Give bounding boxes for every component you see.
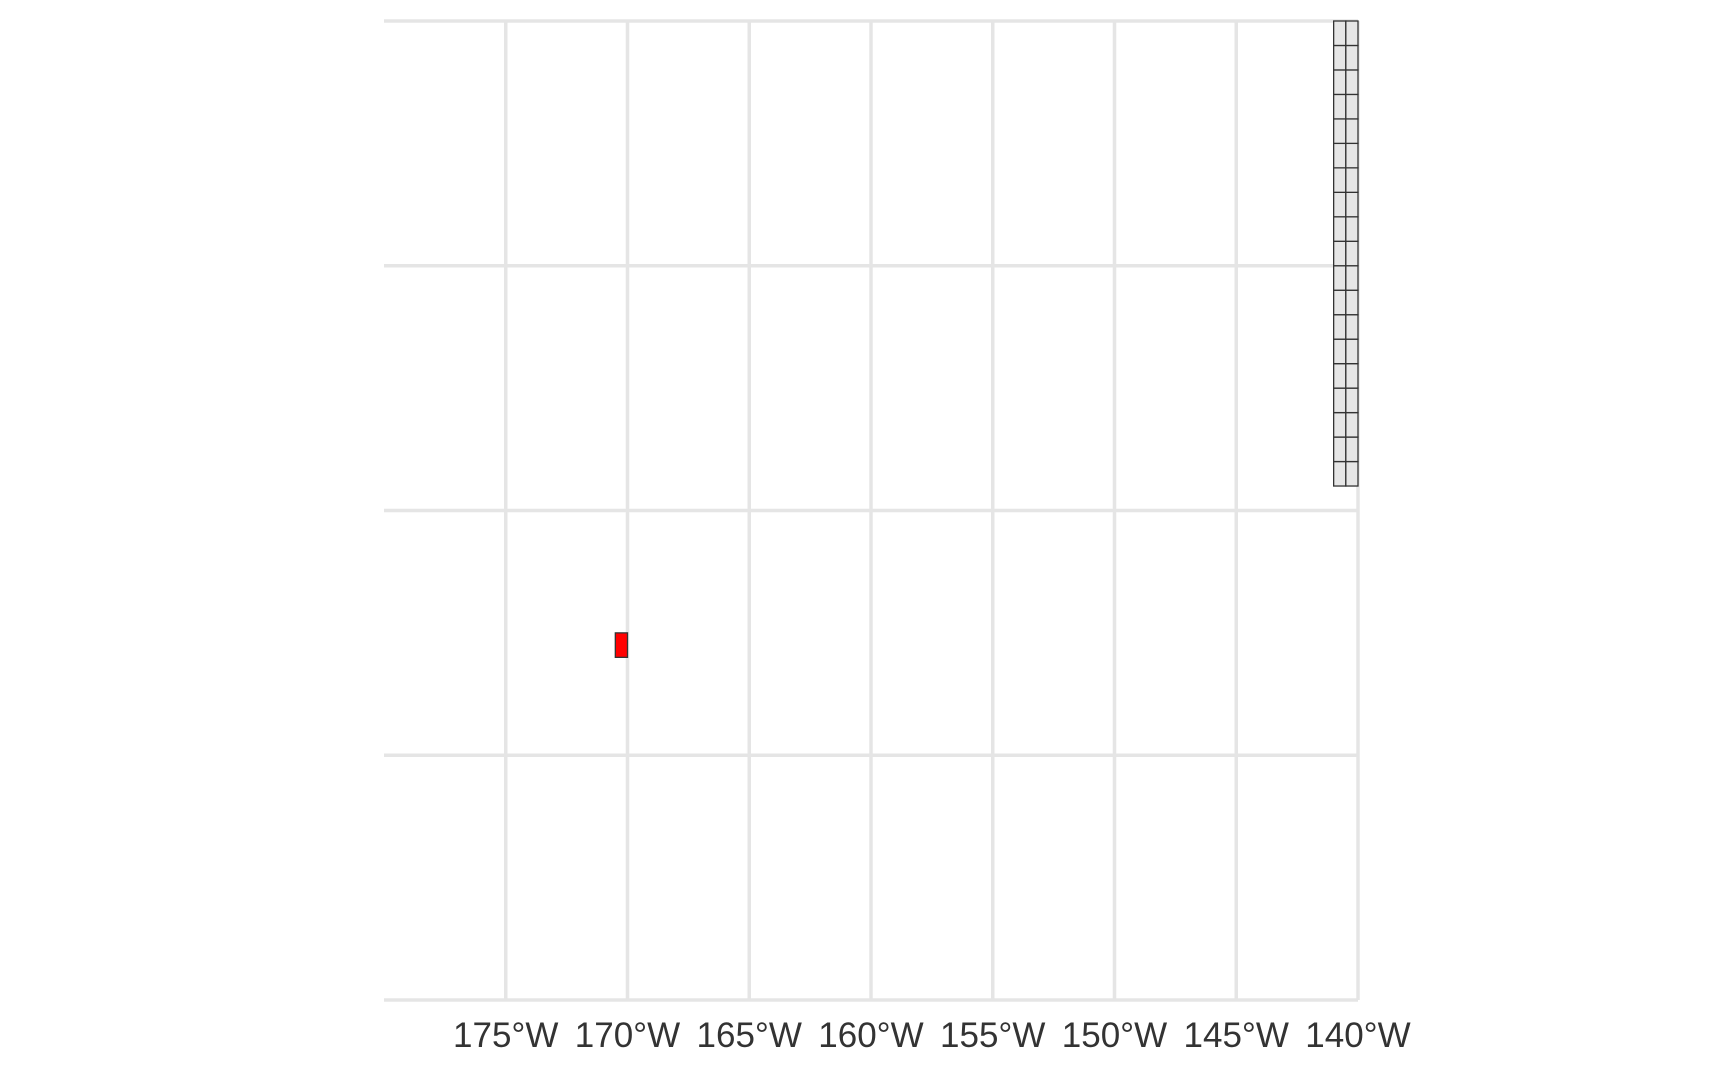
land-cell [1345,93,1359,120]
land-cell [1345,191,1359,218]
land-cell [1333,314,1347,340]
gridlines [384,19,1360,1002]
land-cell [1345,265,1359,291]
land-cell [1333,44,1347,71]
x-tick-label: 165°W [697,1016,802,1055]
land-cell [1345,338,1359,365]
land-cell [1345,69,1359,96]
land-cell [1345,142,1359,169]
land-cell [1345,216,1359,242]
land-cell [1333,362,1347,389]
land-cell [1333,338,1347,365]
land-cell [1333,240,1347,267]
land-cell [1345,44,1359,71]
land-cell [1333,142,1347,169]
land-grid-block [1333,20,1359,487]
land-cell [1333,436,1347,463]
x-tick-label: 145°W [1184,1016,1289,1055]
x-tick-label: 140°W [1305,1016,1410,1055]
land-cell [1333,118,1347,145]
x-tick-label: 175°W [453,1016,558,1055]
land-cell [1345,289,1359,316]
x-axis-tick-labels: 175°W 170°W 165°W 160°W 155°W 150°W 145°W 140°W [453,1016,1411,1055]
land-cell [1333,265,1347,291]
x-tick-label: 160°W [818,1016,923,1055]
land-cell [1345,167,1359,193]
land-cell [1345,118,1359,145]
land-cell [1345,460,1359,487]
land-cell [1333,460,1347,487]
land-cell [1345,411,1359,438]
land-cell [1345,436,1359,463]
highlighted-cell-group [614,632,629,659]
land-cell [1345,387,1359,414]
land-cell [1333,191,1347,218]
land-cell [1333,20,1347,47]
land-cell [1345,20,1359,47]
x-tick-label: 170°W [575,1016,680,1055]
land-cell [1333,69,1347,96]
land-cell [1345,362,1359,389]
land-cell [1333,289,1347,316]
land-cell [1333,216,1347,242]
x-tick-label: 150°W [1062,1016,1167,1055]
land-cell [1333,93,1347,120]
land-cell [1345,240,1359,267]
land-cell [1333,411,1347,438]
land-cell [1333,387,1347,414]
x-tick-label: 155°W [940,1016,1045,1055]
land-cell [1345,314,1359,340]
highlighted-cell [614,632,629,659]
land-cell [1333,167,1347,193]
